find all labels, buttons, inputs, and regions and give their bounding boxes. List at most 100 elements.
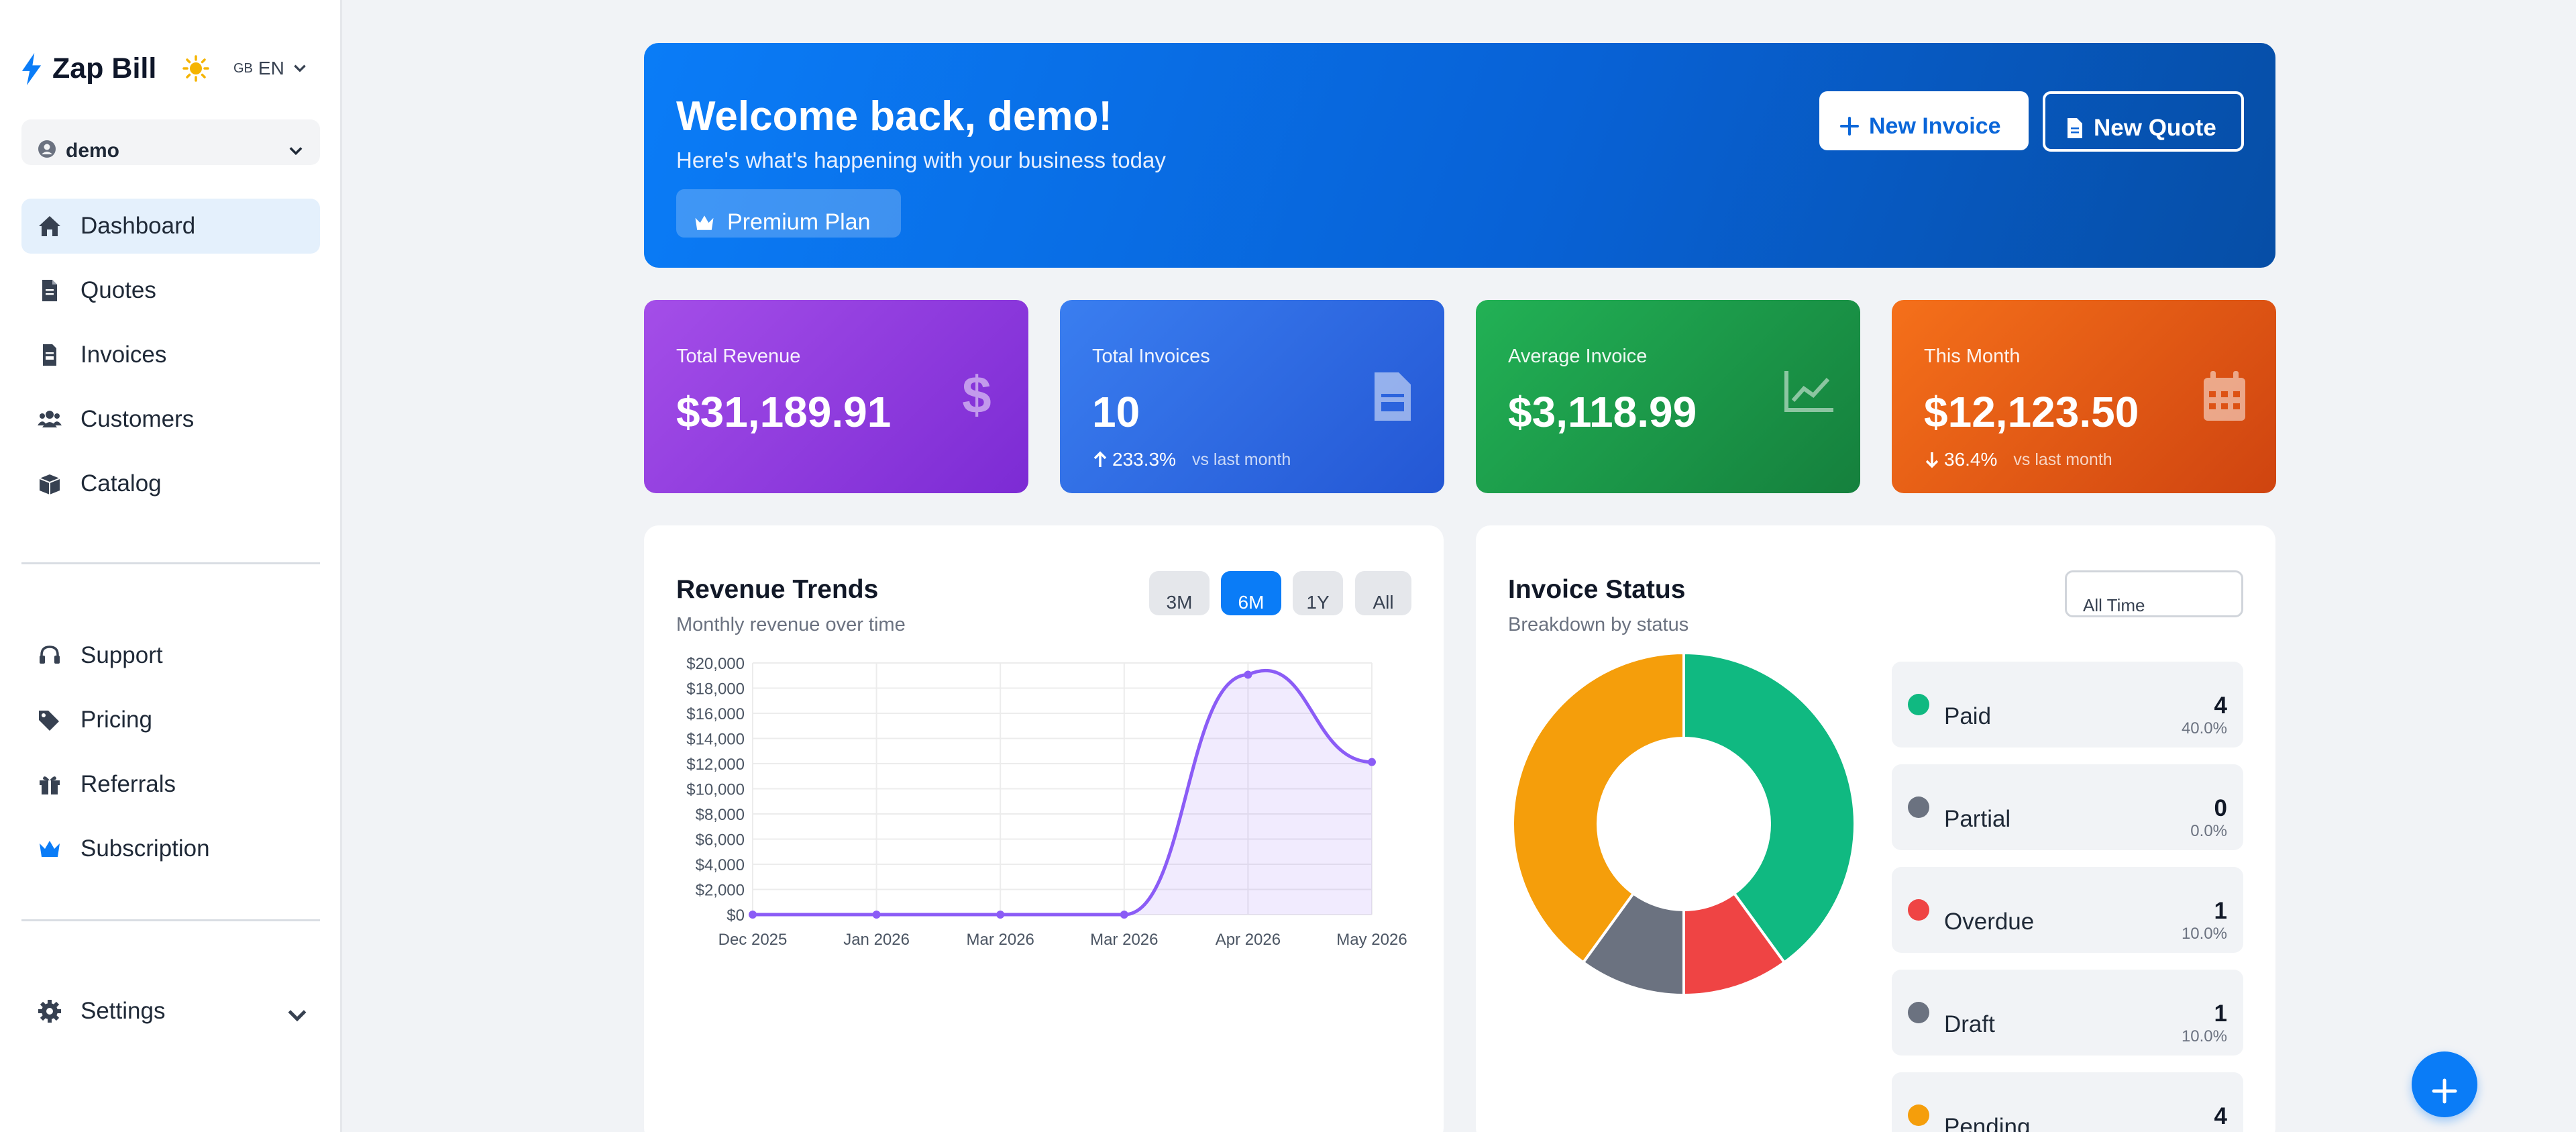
status-percent: 10.0% (2181, 1027, 2227, 1045)
status-name: Paid (1944, 703, 1992, 729)
stat-change: 233.3% vs last month (1092, 449, 1291, 470)
stat-value: $12,123.50 (1924, 388, 2139, 436)
donut-slice-pending (1511, 653, 1685, 965)
status-item-paid[interactable]: Paid 4 40.0% (1892, 662, 2243, 748)
plus-icon (2432, 1078, 2457, 1104)
file-icon (42, 280, 57, 301)
status-item-pending[interactable]: Pending 440.0% (1892, 1072, 2243, 1132)
status-item-partial[interactable]: Partial 0 0.0% (1892, 764, 2243, 850)
sidebar-item-referrals[interactable]: Referrals (21, 757, 320, 812)
range-1y-button[interactable]: 1Y (1293, 571, 1343, 615)
sidebar-item-settings[interactable]: Settings (21, 984, 320, 1039)
line-chart-icon (1784, 371, 1833, 412)
x-tick-label: Mar 2026 (967, 931, 1034, 948)
plan-badge: Premium Plan (676, 189, 901, 238)
new-invoice-label: New Invoice (1869, 113, 2001, 139)
x-tick-label: Dec 2025 (718, 931, 788, 948)
sidebar-item-label: Support (80, 642, 163, 668)
brand[interactable]: Zap Bill (20, 52, 156, 85)
y-tick-label: $20,000 (686, 655, 745, 673)
change-caption: vs last month (2013, 450, 2112, 469)
status-item-draft[interactable]: Draft 1 10.0% (1892, 970, 2243, 1056)
box-icon (39, 474, 60, 495)
sidebar-divider (21, 562, 320, 564)
range-3m-button[interactable]: 3M (1149, 571, 1210, 615)
flag-icon: GB (233, 60, 253, 76)
svg-text:$: $ (962, 370, 991, 423)
status-dot (1908, 899, 1929, 921)
chevron-down-icon (294, 64, 306, 72)
app-name: Zap Bill (52, 52, 157, 85)
card-subtitle: Breakdown by status (1508, 614, 1689, 635)
lightning-icon (21, 52, 42, 85)
range-all-button[interactable]: All (1355, 571, 1411, 615)
chevron-down-icon (288, 1010, 307, 1022)
y-tick-label: $6,000 (696, 831, 745, 850)
sidebar-item-support[interactable]: Support (21, 628, 320, 683)
change-value: 36.4% (1944, 449, 1998, 470)
y-tick-label: $12,000 (686, 756, 745, 774)
invoice-icon (1375, 372, 1411, 421)
sidebar-item-subscription[interactable]: Subscription (21, 821, 320, 876)
y-tick-label: $18,000 (686, 680, 745, 699)
new-quote-button[interactable]: New Quote (2043, 91, 2244, 152)
language-selector[interactable]: GB EN (233, 58, 309, 79)
new-quote-label: New Quote (2094, 115, 2216, 141)
sidebar-item-customers[interactable]: Customers (21, 392, 320, 447)
status-count: 0 (2214, 795, 2227, 821)
sidebar-item-label: Pricing (80, 707, 152, 733)
status-count: 1 (2214, 1000, 2227, 1027)
sidebar-item-label: Dashboard (80, 213, 196, 239)
period-select[interactable]: All Time (2065, 570, 2243, 617)
sidebar-divider (21, 919, 320, 921)
arrow-up-icon (1093, 451, 1107, 467)
user-selector[interactable]: demo (21, 119, 320, 165)
arrow-down-icon (1925, 452, 1939, 468)
sidebar-item-label: Subscription (80, 835, 210, 862)
tags-icon (39, 711, 59, 731)
quick-add-button[interactable] (2412, 1051, 2477, 1117)
status-item-overdue[interactable]: Overdue 1 10.0% (1892, 867, 2243, 953)
donut-slice-paid (1682, 653, 1856, 965)
data-point (872, 911, 881, 919)
change-caption: vs last month (1191, 450, 1291, 469)
crown-icon (40, 841, 60, 857)
status-dot (1908, 694, 1929, 715)
status-count: 4 (2214, 1103, 2227, 1129)
new-invoice-button[interactable]: New Invoice (1819, 91, 2029, 150)
status-percent: 40.0% (2182, 1130, 2227, 1132)
data-point (749, 911, 757, 919)
range-6m-button[interactable]: 6M (1221, 571, 1281, 615)
home-icon (39, 216, 60, 236)
sidebar-item-label: Catalog (80, 470, 162, 497)
status-percent: 10.0% (2181, 925, 2227, 943)
chevron-down-icon (289, 147, 303, 156)
status-count: 4 (2214, 692, 2227, 719)
status-name: Partial (1944, 806, 2011, 832)
y-tick-label: $0 (727, 907, 745, 925)
y-tick-label: $2,000 (696, 882, 745, 900)
data-point (1244, 670, 1252, 679)
stat-card-total-revenue: Total Revenue $31,189.91 $ (644, 300, 1028, 493)
sun-icon[interactable] (182, 55, 209, 82)
welcome-subtitle: Here's what's happening with your busine… (676, 148, 1166, 172)
sidebar-item-dashboard[interactable]: Dashboard (21, 199, 320, 254)
status-name: Pending (1944, 1114, 2031, 1132)
file-icon (2068, 118, 2082, 138)
data-point (1368, 758, 1376, 766)
gift-icon (40, 776, 60, 794)
data-point (1120, 911, 1128, 919)
card-title: Invoice Status (1508, 575, 1686, 604)
welcome-title: Welcome back, demo! (676, 93, 1113, 140)
sidebar-item-catalog[interactable]: Catalog (21, 456, 320, 511)
sidebar-item-quotes[interactable]: Quotes (21, 263, 320, 318)
sidebar-item-pricing[interactable]: Pricing (21, 692, 320, 748)
welcome-banner: Welcome back, demo! Here's what's happen… (644, 43, 2275, 268)
sidebar-item-label: Referrals (80, 771, 176, 797)
sidebar-item-invoices[interactable]: Invoices (21, 327, 320, 382)
status-dot (1908, 1002, 1929, 1023)
stat-title: This Month (1924, 346, 2021, 367)
stat-card-average-invoice: Average Invoice $3,118.99 (1476, 300, 1860, 493)
status-percent: 40.0% (2181, 719, 2227, 737)
language-code: EN (258, 58, 284, 79)
